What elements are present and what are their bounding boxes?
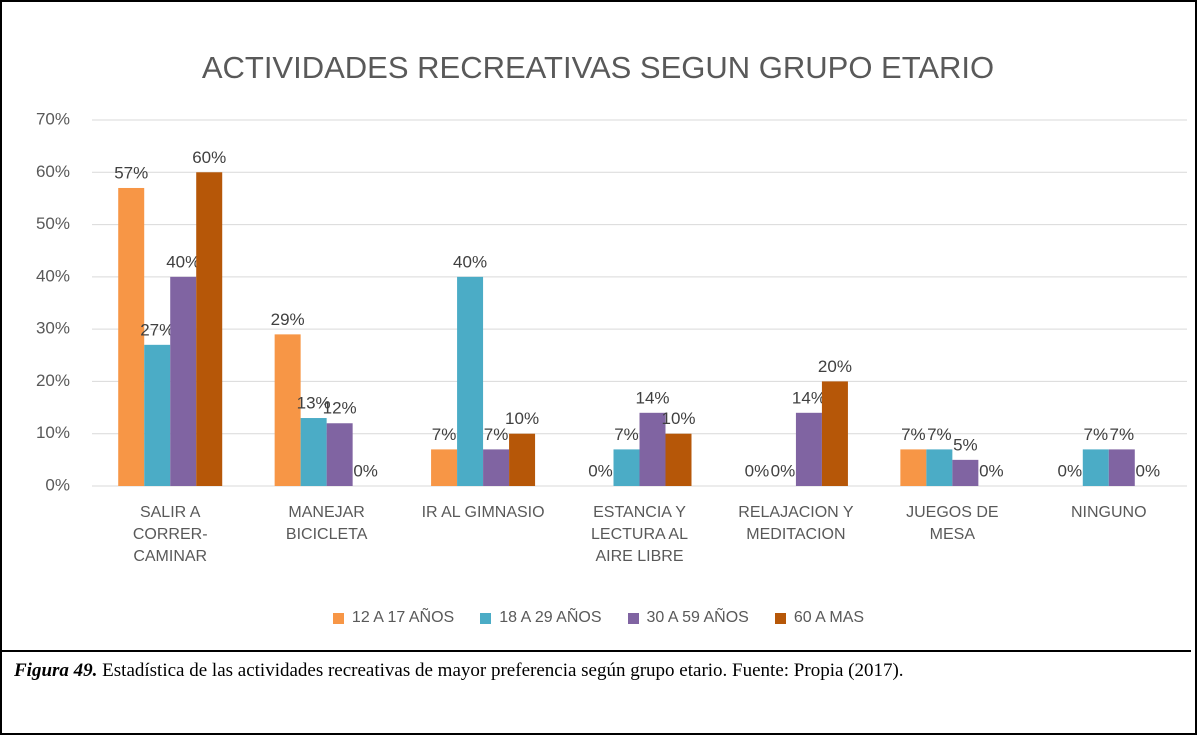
bar — [509, 433, 536, 486]
y-tick-label: 70% — [36, 109, 70, 128]
legend-swatch — [774, 612, 786, 624]
data-label: 40% — [166, 252, 200, 271]
legend-label: 60 A MAS — [793, 609, 865, 626]
bar — [274, 334, 301, 486]
data-label: 0% — [588, 461, 613, 480]
y-tick-label: 60% — [36, 162, 70, 181]
y-tick-label: 50% — [36, 214, 70, 233]
caption-label: Figura 49. — [14, 660, 98, 681]
data-label: 0% — [1057, 461, 1082, 480]
bar — [300, 418, 327, 486]
data-label: 7% — [432, 425, 457, 444]
data-label: 0% — [1135, 461, 1160, 480]
legend: 12 A 17 AÑOS 18 A 29 AÑOS 30 A 59 AÑOS 60 A… — [2, 609, 1195, 627]
legend-item: 60 A MAS — [774, 609, 865, 627]
data-label: 13% — [297, 394, 331, 413]
data-label: 7% — [901, 425, 926, 444]
y-tick-label: 10% — [36, 423, 70, 442]
data-label: 10% — [661, 409, 695, 428]
bar — [1082, 449, 1109, 486]
data-label: 0% — [979, 461, 1004, 480]
bar — [483, 449, 510, 486]
x-tick-label: NINGUNO — [1071, 504, 1147, 521]
legend-item: 12 A 17 AÑOS — [332, 609, 455, 627]
bar — [118, 187, 145, 486]
bar — [639, 412, 666, 486]
legend-swatch — [332, 612, 344, 624]
data-label: 14% — [792, 388, 826, 407]
data-label: 57% — [114, 163, 148, 182]
y-tick-label: 20% — [36, 371, 70, 390]
bar — [431, 449, 458, 486]
bar — [457, 276, 484, 486]
y-tick-label: 40% — [36, 266, 70, 285]
data-label: 7% — [1083, 425, 1108, 444]
bar — [821, 381, 848, 486]
legend-label: 30 A 59 AÑOS — [646, 609, 749, 626]
data-label: 7% — [484, 425, 509, 444]
legend-swatch — [627, 612, 639, 624]
bar — [952, 459, 979, 486]
data-label: 7% — [614, 425, 639, 444]
data-label: 40% — [453, 252, 487, 271]
x-tick-label: JUEGOS DE MESA — [906, 504, 999, 543]
data-label: 20% — [818, 357, 852, 376]
bar — [144, 344, 171, 486]
x-tick-label: MANEJAR BICICLETA — [285, 504, 368, 543]
bar — [326, 423, 353, 486]
data-label: 0% — [745, 461, 770, 480]
data-label: 14% — [635, 388, 669, 407]
data-label: 5% — [953, 435, 978, 454]
data-label: 0% — [771, 461, 796, 480]
x-tick-label: SALIR A CORRER-CAMINAR — [132, 504, 208, 565]
bar — [900, 449, 927, 486]
caption-text: Estadística de las actividades recreativ… — [102, 660, 904, 681]
x-tick-label: RELAJACION Y MEDITACION — [738, 504, 854, 543]
data-label: 29% — [271, 310, 305, 329]
chart: ACTIVIDADES RECREATIVAS SEGUN GRUPO ETAR… — [36, 50, 1187, 494]
legend-label: 12 A 17 AÑOS — [351, 609, 455, 626]
bar — [926, 449, 953, 486]
bar — [170, 276, 197, 486]
bar — [795, 412, 822, 486]
legend-label: 18 A 29 AÑOS — [499, 609, 602, 626]
bar — [1108, 449, 1135, 486]
data-label: 7% — [927, 425, 952, 444]
x-tick-label: ESTANCIA Y LECTURA AL AIRE LIBRE — [591, 504, 688, 565]
data-label: 27% — [140, 320, 174, 339]
x-tick-label: IR AL GIMNASIO — [421, 504, 545, 521]
chart-title: ACTIVIDADES RECREATIVAS SEGUN GRUPO ETAR… — [202, 50, 994, 85]
data-label: 7% — [1109, 425, 1134, 444]
legend-item: 18 A 29 AÑOS — [480, 609, 602, 627]
y-tick-label: 0% — [45, 475, 70, 494]
caption: Figura 49. Estadística de las actividade… — [2, 650, 1191, 747]
bar — [196, 172, 223, 487]
y-tick-label: 30% — [36, 319, 70, 338]
bar — [665, 433, 692, 486]
legend-swatch — [480, 612, 492, 624]
data-label: 0% — [353, 461, 378, 480]
data-label: 12% — [323, 399, 357, 418]
chart-area: ACTIVIDADES RECREATIVAS SEGUN GRUPO ETAR… — [2, 2, 1195, 650]
bar — [613, 449, 640, 486]
legend-item: 30 A 59 AÑOS — [627, 609, 749, 627]
data-label: 10% — [505, 409, 539, 428]
data-label: 60% — [192, 148, 226, 167]
